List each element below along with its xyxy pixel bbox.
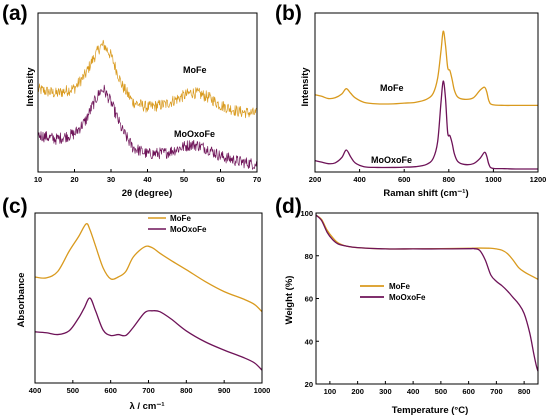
tga-plot-frame xyxy=(315,212,539,385)
uvvis-x-tick-label: 500 xyxy=(67,386,80,395)
tga-x-tick-label: 400 xyxy=(407,387,420,396)
xrd-plot: 10 20 30 40 50 60 70 xyxy=(34,12,261,184)
uvvis-legend-label-mofe: MoFe xyxy=(170,214,191,223)
xrd-series-moxofe-line xyxy=(37,84,258,170)
tga-x-tick-label: 500 xyxy=(435,387,448,396)
tga-y-tick-label: 80 xyxy=(305,252,313,261)
xrd-label-moxofe: MoOxoFe xyxy=(174,129,215,139)
uvvis-legend: MoFe MoOxoFe xyxy=(148,214,207,234)
tga-y-tick-label: 40 xyxy=(305,337,313,346)
raman-x-tick-label: 800 xyxy=(443,175,456,184)
uvvis-plot: 400 500 600 700 800 900 1000 xyxy=(29,212,271,395)
tga-legend: MoFe MoOxoFe xyxy=(360,282,426,302)
xrd-x-tick-label: 70 xyxy=(253,175,261,184)
tga-x-tick-label: 100 xyxy=(324,387,337,396)
xrd-label-mofe: MoFe xyxy=(183,65,207,75)
xrd-x-tick-label: 30 xyxy=(107,175,115,184)
xrd-x-tick-label: 40 xyxy=(143,175,151,184)
raman-x-tick-label: 1000 xyxy=(485,175,502,184)
tga-y-tick-label: 100 xyxy=(300,209,313,218)
raman-x-tick-label: 1200 xyxy=(530,175,547,184)
tga-y-tick-label: 60 xyxy=(305,295,313,304)
xrd-series-mofe-line xyxy=(37,39,258,119)
uvvis-x-tick-label: 900 xyxy=(218,386,231,395)
raman-label-mofe: MoFe xyxy=(380,83,404,93)
panel-label-d: (d) xyxy=(275,195,302,218)
xrd-plot-frame xyxy=(37,12,258,173)
raman-x-axis-title: Raman shift (cm⁻¹) xyxy=(383,188,468,199)
tga-x-tick-label: 700 xyxy=(490,387,503,396)
tga-y-axis-title: Weight (%) xyxy=(284,276,295,325)
raman-x-tick-label: 600 xyxy=(398,175,411,184)
tga-x-axis-title: Temperature (°C) xyxy=(392,405,468,416)
uvvis-x-tick-label: 600 xyxy=(104,386,117,395)
raman-y-axis-title: Intensity xyxy=(300,67,311,107)
tga-legend-label-mofe: MoFe xyxy=(389,282,410,291)
panel-label-a: (a) xyxy=(2,2,28,25)
tga-series-moxofe-line xyxy=(315,214,539,372)
uvvis-x-tick-label: 400 xyxy=(29,386,42,395)
xrd-x-tick-label: 10 xyxy=(34,175,42,184)
uvvis-x-tick-label: 1000 xyxy=(254,386,271,395)
tga-x-tick-label: 300 xyxy=(379,387,392,396)
xrd-x-axis-title: 2θ (degree) xyxy=(122,188,173,199)
uvvis-plot-frame xyxy=(34,212,263,384)
raman-x-tick-label: 400 xyxy=(353,175,366,184)
tga-x-tick-label: 800 xyxy=(518,387,531,396)
raman-label-moxofe: MoOxoFe xyxy=(371,155,412,165)
xrd-x-tick-label: 50 xyxy=(180,175,188,184)
panel-label-c: (c) xyxy=(2,195,28,218)
xrd-x-tick-label: 20 xyxy=(70,175,78,184)
uvvis-series-mofe-line xyxy=(34,223,263,313)
tga-legend-label-moxofe: MoOxoFe xyxy=(389,293,426,302)
xrd-y-axis-title: Intensity xyxy=(25,67,36,107)
raman-series-mofe-line xyxy=(314,30,538,107)
uvvis-series-moxofe-line xyxy=(34,297,263,371)
xrd-x-tick-label: 60 xyxy=(216,175,224,184)
panel-label-b: (b) xyxy=(275,2,302,25)
tga-plot: 100 200 300 400 500 600 700 800 20 40 60 80 100 xyxy=(300,209,539,396)
raman-plot: 200 400 600 800 1000 1200 xyxy=(309,12,547,184)
raman-plot-frame xyxy=(314,12,539,173)
uvvis-x-tick-label: 800 xyxy=(180,386,193,395)
uvvis-x-axis-title: λ / cm⁻¹ xyxy=(129,401,164,412)
tga-y-tick-label: 20 xyxy=(305,380,313,389)
raman-series-moxofe-line xyxy=(314,80,539,170)
raman-x-tick-label: 200 xyxy=(309,175,322,184)
uvvis-x-tick-label: 700 xyxy=(142,386,155,395)
tga-x-tick-label: 600 xyxy=(462,387,475,396)
uvvis-legend-label-moxofe: MoOxoFe xyxy=(170,225,207,234)
tga-x-tick-label: 200 xyxy=(351,387,364,396)
uvvis-y-axis-title: Absorbance xyxy=(16,273,27,328)
